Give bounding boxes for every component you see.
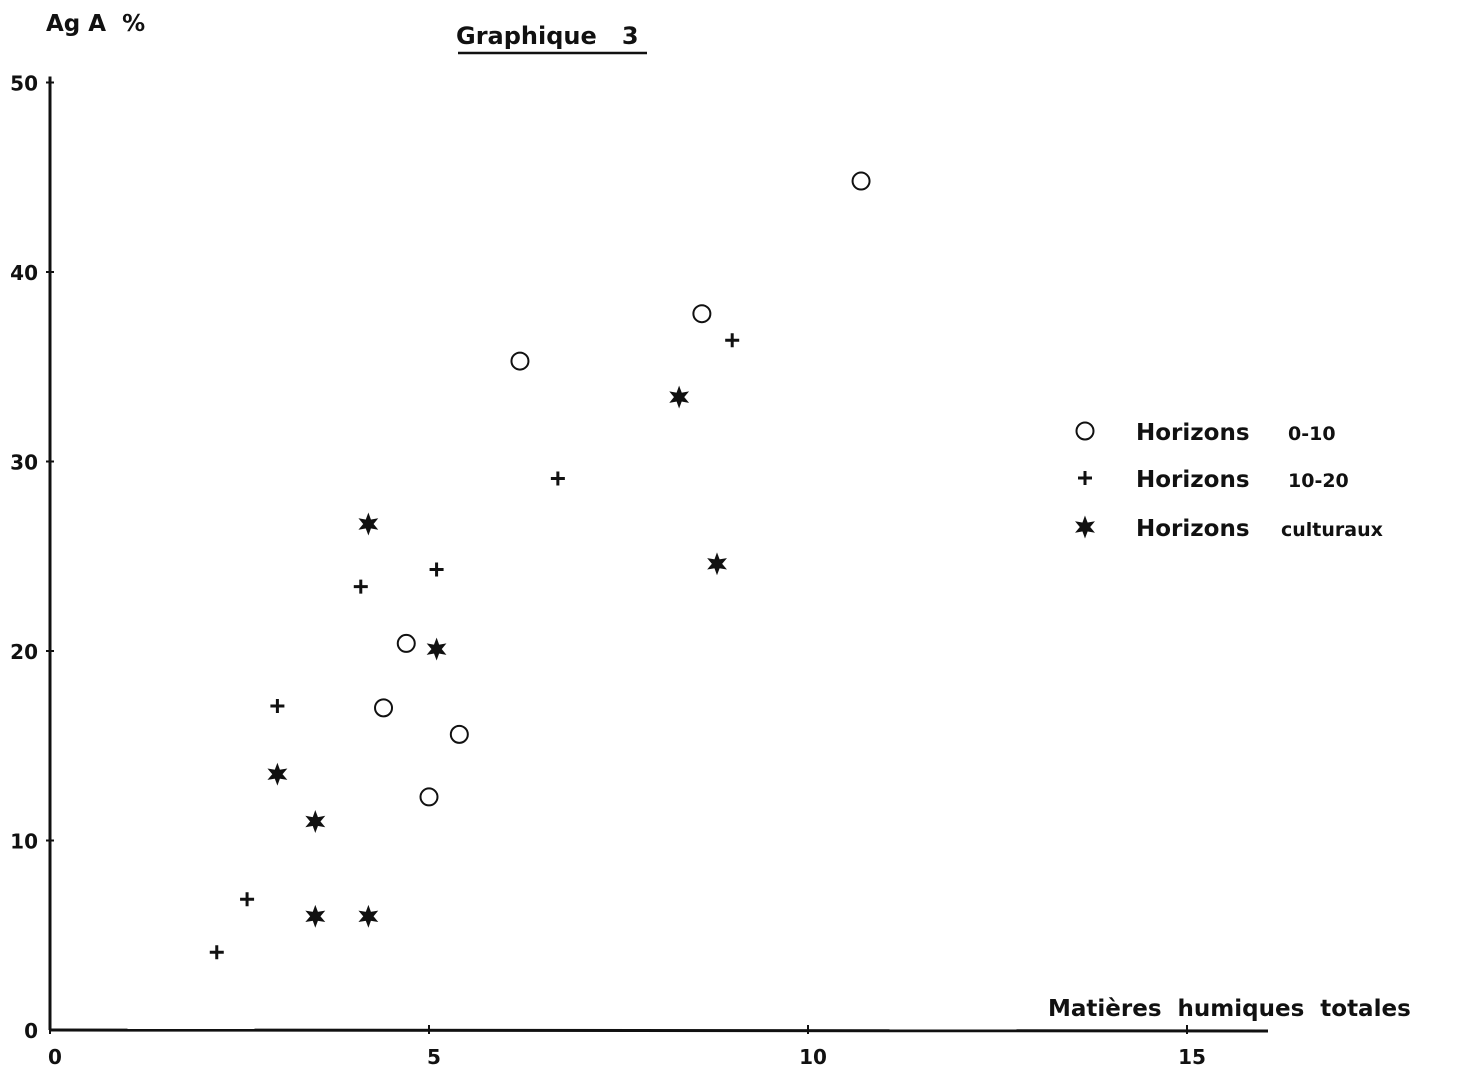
point-star bbox=[267, 762, 288, 786]
legend-label: Horizons bbox=[1136, 420, 1250, 446]
ticks: 0 10 20 30 40 50 0 5 10 15 bbox=[10, 72, 1206, 1070]
point-plus bbox=[209, 945, 224, 960]
x-axis-label: Matières humiques totales bbox=[1048, 996, 1411, 1022]
point-star bbox=[669, 385, 690, 409]
point-plus bbox=[240, 892, 255, 907]
point-star bbox=[358, 904, 379, 928]
x-tick-label: 15 bbox=[1178, 1045, 1206, 1069]
point-circle bbox=[851, 171, 871, 191]
data-points bbox=[209, 171, 871, 960]
legend-marker-star bbox=[1075, 515, 1095, 539]
legend-marker-circle bbox=[1075, 421, 1095, 441]
point-star bbox=[426, 637, 447, 661]
legend-range-label: 0-10 bbox=[1288, 423, 1336, 445]
legend-label: Horizons bbox=[1136, 467, 1250, 493]
legend-range-label: culturaux bbox=[1281, 519, 1383, 541]
point-circle bbox=[396, 633, 416, 653]
point-star bbox=[305, 810, 326, 833]
point-star bbox=[358, 512, 379, 536]
point-plus bbox=[550, 471, 565, 486]
legend-marker-plus bbox=[1078, 471, 1092, 485]
point-star bbox=[305, 904, 326, 928]
point-plus bbox=[429, 562, 444, 577]
point-plus bbox=[353, 579, 368, 594]
x-axis-line bbox=[49, 1028, 1269, 1033]
point-circle bbox=[449, 724, 469, 744]
legend-label: Horizons bbox=[1136, 516, 1250, 542]
y-tick-label: 30 bbox=[10, 451, 38, 475]
legend: Horizons 0-10 Horizons 10-20 Horizons cultura… bbox=[1075, 420, 1383, 542]
point-circle bbox=[510, 351, 530, 371]
y-tick-label: 40 bbox=[10, 261, 38, 285]
y-tick-label: 10 bbox=[10, 830, 38, 854]
y-tick-label: 0 bbox=[24, 1019, 38, 1043]
legend-range-label: 10-20 bbox=[1288, 470, 1349, 492]
point-plus bbox=[725, 333, 740, 348]
point-circle bbox=[419, 787, 439, 807]
chart-title: Graphique 3 bbox=[456, 22, 639, 50]
point-plus bbox=[270, 698, 285, 713]
x-tick-label: 10 bbox=[799, 1045, 827, 1069]
x-tick-label: 5 bbox=[427, 1045, 441, 1069]
x-tick-label: 0 bbox=[48, 1045, 62, 1069]
y-tick-label: 20 bbox=[10, 640, 38, 664]
axes bbox=[48, 76, 1269, 1033]
point-circle bbox=[374, 698, 394, 718]
y-tick-label: 50 bbox=[10, 72, 38, 96]
point-star bbox=[707, 552, 727, 576]
y-axis-label: Ag A % bbox=[46, 11, 145, 37]
point-circle bbox=[692, 304, 712, 324]
